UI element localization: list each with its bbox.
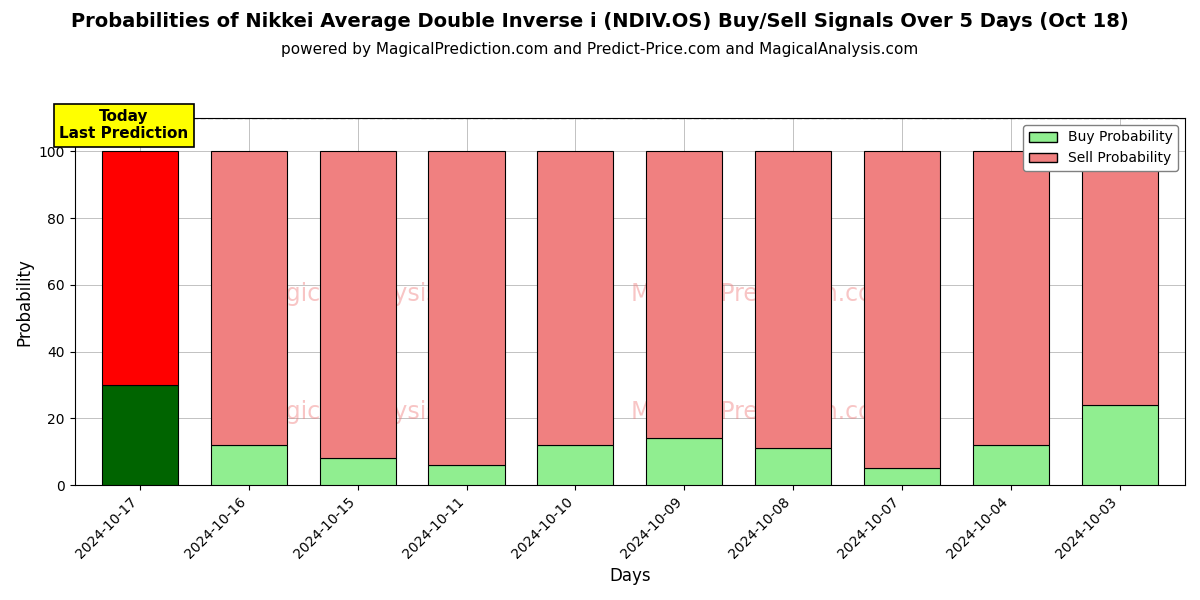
Bar: [864, 151, 940, 469]
Bar: [211, 445, 287, 485]
Bar: [864, 469, 940, 485]
Bar: [428, 151, 505, 465]
Text: MagicalAnalysis.com: MagicalAnalysis.com: [252, 400, 497, 424]
Bar: [319, 151, 396, 458]
Bar: [319, 458, 396, 485]
Bar: [211, 151, 287, 445]
Bar: [755, 448, 832, 485]
Bar: [538, 445, 613, 485]
Text: MagicalAnalysis.com: MagicalAnalysis.com: [252, 282, 497, 306]
Y-axis label: Probability: Probability: [16, 257, 34, 346]
Bar: [1081, 151, 1158, 405]
Bar: [102, 151, 178, 385]
Bar: [973, 445, 1049, 485]
Bar: [755, 151, 832, 448]
Text: Probabilities of Nikkei Average Double Inverse i (NDIV.OS) Buy/Sell Signals Over: Probabilities of Nikkei Average Double I…: [71, 12, 1129, 31]
Text: MagicalPrediction.com: MagicalPrediction.com: [630, 400, 896, 424]
Bar: [428, 465, 505, 485]
Text: MagicalPrediction.com: MagicalPrediction.com: [630, 282, 896, 306]
Bar: [1081, 405, 1158, 485]
Text: Today
Last Prediction: Today Last Prediction: [59, 109, 188, 142]
Text: powered by MagicalPrediction.com and Predict-Price.com and MagicalAnalysis.com: powered by MagicalPrediction.com and Pre…: [281, 42, 919, 57]
Bar: [646, 151, 722, 439]
Bar: [973, 151, 1049, 445]
X-axis label: Days: Days: [610, 567, 650, 585]
Bar: [538, 151, 613, 445]
Bar: [646, 439, 722, 485]
Legend: Buy Probability, Sell Probability: Buy Probability, Sell Probability: [1024, 125, 1178, 171]
Bar: [102, 385, 178, 485]
